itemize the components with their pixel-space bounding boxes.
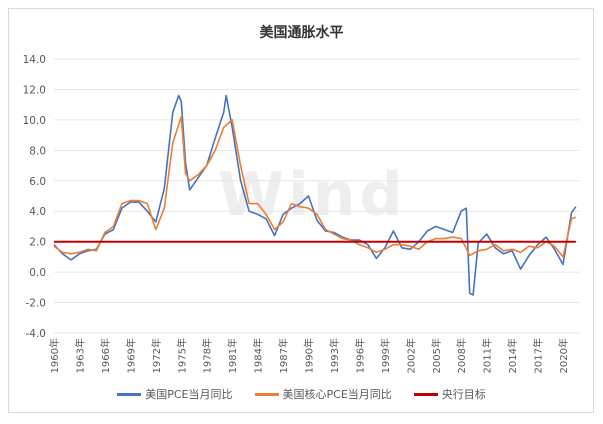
y-tick-label: 12.0 (23, 84, 46, 96)
x-tick-label: 1987年 (277, 338, 290, 373)
series-line-0 (53, 94, 577, 296)
x-tick-label: 1975年 (175, 338, 188, 373)
legend-label: 美国核心PCE当月同比 (282, 388, 392, 401)
chart-frame (8, 8, 594, 413)
y-tick-label: -2.0 (26, 298, 47, 310)
series-group (53, 94, 577, 296)
series-line-1 (53, 116, 577, 258)
x-tick-label: 1972年 (150, 338, 163, 373)
x-tick-label: 1993年 (328, 338, 341, 373)
y-axis-ticks: 14.0 12.0 10.0 8.0 6.0 4.0 2.0 0.0 -2.0 -4.0 (23, 54, 46, 340)
x-tick-label: 1984年 (252, 338, 265, 373)
x-tick-label: 2017年 (532, 338, 545, 373)
x-axis-ticks: 1960年 1963年 1966年 1969年 1972年 1975年 1978年 1981年… (48, 338, 570, 373)
x-tick-label: 1960年 (48, 338, 61, 373)
chart-legend: 美国PCE当月同比 美国核心PCE当月同比 央行目标 (0, 386, 603, 402)
x-tick-label: 2014年 (506, 338, 519, 373)
y-tick-label: 14.0 (23, 54, 46, 66)
legend-item: 美国PCE当月同比 (117, 386, 233, 402)
x-tick-label: 2020年 (557, 338, 570, 373)
legend-label: 央行目标 (441, 388, 486, 401)
legend-swatch (117, 392, 142, 396)
y-tick-label: -4.0 (26, 328, 47, 340)
x-tick-label: 2005年 (430, 338, 443, 373)
x-tick-label: 1963年 (73, 338, 86, 373)
x-tick-label: 1969年 (124, 338, 137, 373)
x-tick-label: 2008年 (455, 338, 468, 373)
legend-item: 央行目标 (413, 386, 486, 402)
y-tick-label: 4.0 (29, 206, 46, 218)
x-tick-label: 2011年 (481, 338, 494, 373)
y-tick-label: 6.0 (29, 176, 46, 188)
legend-label: 美国PCE当月同比 (145, 388, 233, 401)
x-tick-label: 1990年 (303, 338, 316, 373)
watermark-text: Wind (218, 160, 407, 230)
legend-swatch (413, 392, 438, 396)
x-tick-label: 1996年 (353, 338, 366, 373)
x-tick-label: 1999年 (379, 338, 392, 373)
grid-lines (54, 58, 580, 334)
legend-item: 美国核心PCE当月同比 (254, 386, 392, 402)
y-tick-label: 8.0 (29, 145, 46, 157)
x-tick-label: 1966年 (99, 338, 112, 373)
y-tick-label: 2.0 (29, 237, 46, 249)
x-tick-label: 2002年 (404, 338, 417, 373)
y-tick-label: 10.0 (23, 115, 46, 127)
x-tick-label: 1981年 (226, 338, 239, 373)
y-tick-label: 0.0 (29, 267, 46, 279)
chart-title: 美国通胀水平 (259, 25, 344, 41)
legend-swatch (254, 392, 279, 396)
x-tick-label: 1978年 (201, 338, 214, 373)
